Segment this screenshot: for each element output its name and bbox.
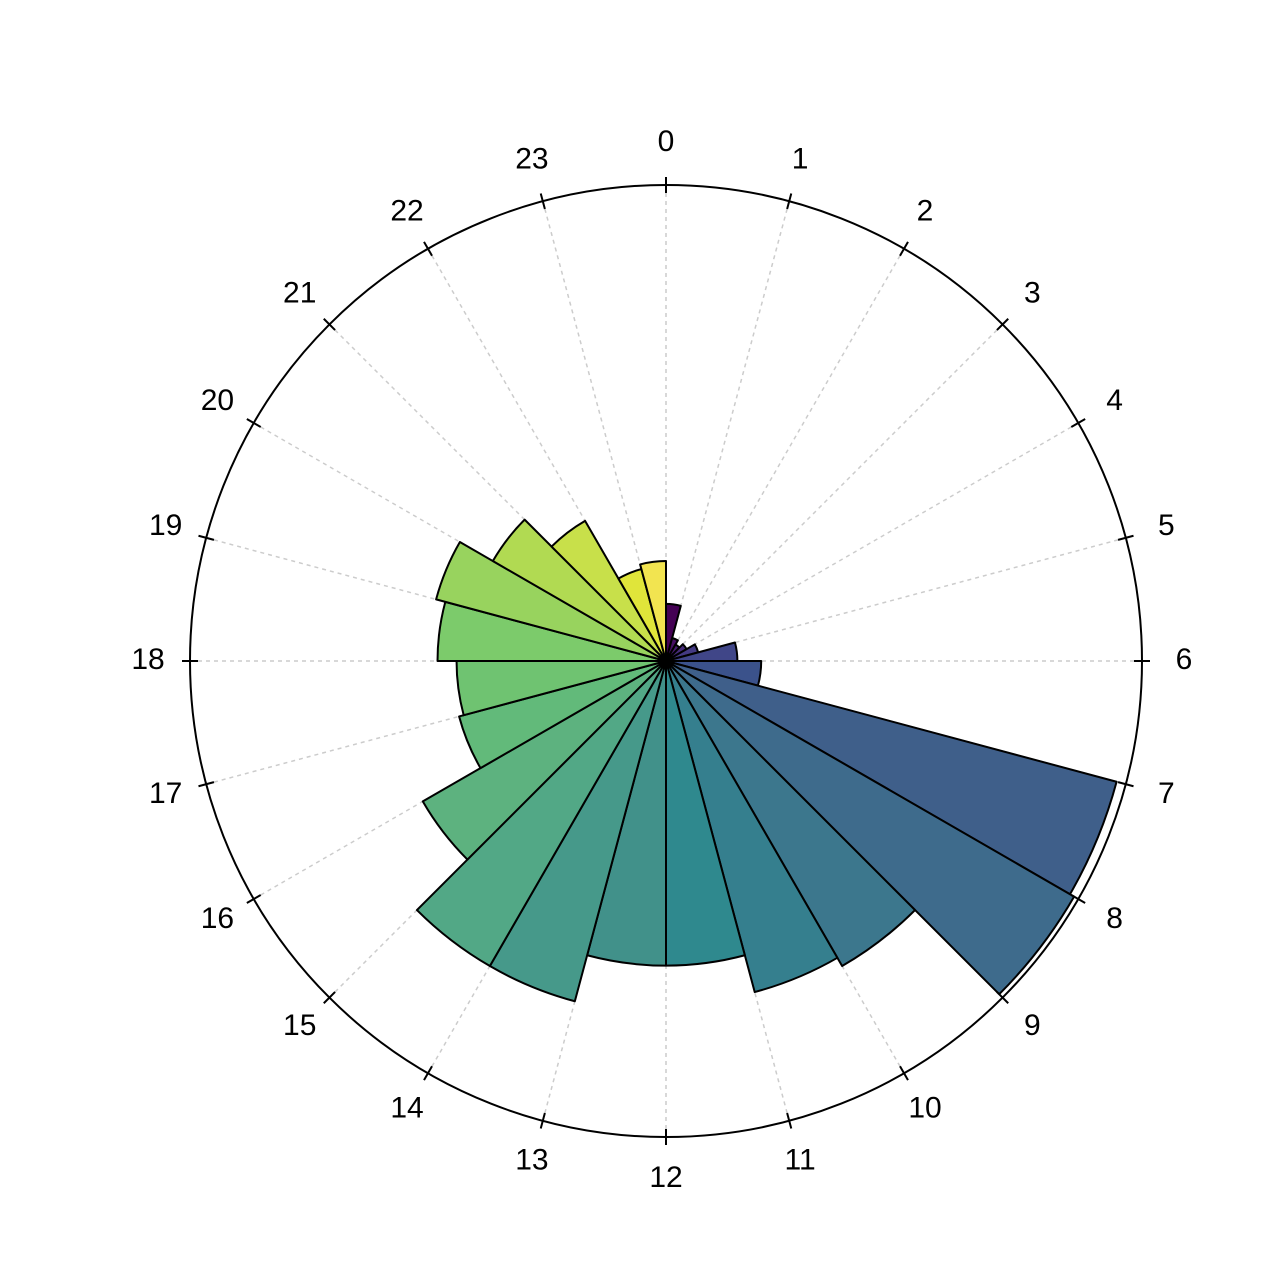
- tick-mark: [423, 1065, 433, 1081]
- angle-label: 18: [131, 643, 164, 676]
- angle-label: 17: [149, 777, 182, 810]
- angle-label: 23: [515, 143, 548, 176]
- angle-label: 6: [1176, 643, 1193, 676]
- angle-label: 11: [784, 1143, 815, 1176]
- angle-label: 2: [917, 194, 934, 227]
- angle-label: 9: [1024, 1009, 1041, 1042]
- angle-label: 8: [1106, 902, 1123, 935]
- tick-mark: [539, 1112, 546, 1129]
- angle-label: 19: [149, 509, 182, 542]
- tick-mark: [323, 318, 336, 331]
- tick-mark: [539, 193, 546, 210]
- tick-mark: [996, 991, 1009, 1004]
- angle-label: 3: [1024, 277, 1041, 310]
- tick-mark: [246, 894, 262, 904]
- angle-label: 21: [283, 277, 316, 310]
- bar: [665, 660, 839, 994]
- bar: [415, 660, 667, 968]
- angle-label: 15: [283, 1009, 316, 1042]
- bar: [665, 660, 917, 968]
- grid-line: [665, 248, 905, 662]
- tick-mark: [423, 241, 433, 257]
- grid-line: [665, 201, 790, 662]
- bar: [421, 660, 667, 861]
- tick-mark: [1117, 781, 1134, 788]
- tick-mark: [899, 1065, 909, 1081]
- angle-label: 22: [390, 194, 423, 227]
- tick-mark: [323, 991, 336, 1004]
- bar: [639, 560, 667, 662]
- angle-label: 1: [792, 143, 809, 176]
- tick-mark: [1070, 418, 1086, 428]
- bar: [435, 541, 667, 662]
- tick-mark: [996, 318, 1009, 331]
- angle-label: 13: [515, 1143, 548, 1176]
- angle-label: 4: [1106, 384, 1123, 417]
- angle-label: 20: [201, 384, 234, 417]
- angle-label: 0: [658, 125, 675, 158]
- grid-line: [665, 323, 1004, 662]
- grid-line: [665, 422, 1079, 662]
- bar: [491, 518, 667, 662]
- tick-mark: [198, 781, 215, 788]
- tick-mark: [786, 193, 793, 210]
- tick-mark: [1070, 894, 1086, 904]
- bar: [550, 519, 667, 662]
- angle-label: 7: [1158, 777, 1175, 810]
- bar: [458, 660, 667, 770]
- angle-label: 12: [649, 1161, 682, 1194]
- angle-label: 14: [390, 1092, 423, 1125]
- tick-mark: [899, 241, 909, 257]
- tick-mark: [786, 1112, 793, 1129]
- angle-label: 16: [201, 902, 234, 935]
- tick-mark: [198, 534, 215, 541]
- tick-mark: [246, 418, 262, 428]
- angle-label: 10: [908, 1092, 941, 1125]
- tick-mark: [1117, 534, 1134, 541]
- angle-label: 5: [1158, 509, 1175, 542]
